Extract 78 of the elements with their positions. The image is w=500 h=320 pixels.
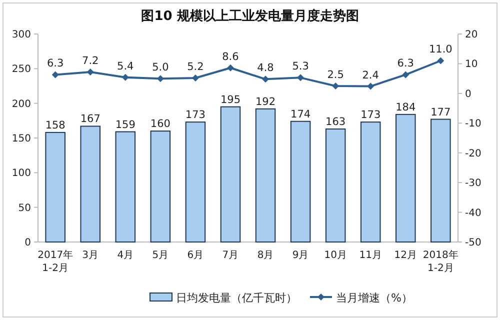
data-label: 5.0 <box>152 62 169 74</box>
y2-tick-label: 20 <box>465 30 478 40</box>
y2-tick-label: -20 <box>465 148 482 160</box>
y2-tick-label: -40 <box>465 208 482 219</box>
x-tick-label: 6月 <box>187 250 204 261</box>
x-tick-label: 2017年 1-2月 <box>38 249 74 274</box>
x-tick-label: 11月 <box>359 250 382 261</box>
x-tick-label: 12月 <box>394 250 417 261</box>
x-tick-label: 7月 <box>222 250 239 261</box>
y-tick-label: 200 <box>12 98 31 110</box>
point <box>156 75 164 82</box>
legend-label: 日均发电量（亿千瓦时） <box>176 291 297 304</box>
bar <box>185 122 206 242</box>
y2-tick-label: -10 <box>465 118 482 130</box>
data-label: 11.0 <box>428 44 452 56</box>
data-label: 2.5 <box>327 69 344 81</box>
point <box>192 74 199 82</box>
y2-tick-label: -30 <box>465 178 482 190</box>
bar <box>150 130 171 242</box>
data-label: 184 <box>396 101 416 114</box>
bar <box>45 132 66 242</box>
y2-tick-label: 10 <box>465 59 478 70</box>
point <box>402 71 410 78</box>
bar <box>430 118 451 242</box>
data-label: 5.4 <box>117 60 134 72</box>
x-tick-label: 3月 <box>82 250 99 261</box>
bar <box>220 106 241 242</box>
y-tick-label: 300 <box>12 30 31 40</box>
data-label: 8.6 <box>222 50 240 63</box>
data-label: 4.8 <box>257 62 274 74</box>
x-tick-label: 9月 <box>292 250 309 261</box>
data-label: 159 <box>115 118 136 131</box>
point <box>332 82 340 90</box>
point <box>52 71 59 78</box>
y-tick-label: 250 <box>12 64 31 76</box>
point <box>297 74 304 82</box>
y-tick-label: 100 <box>12 168 31 180</box>
bar <box>80 126 100 242</box>
data-label: 167 <box>80 113 100 126</box>
x-tick-label: 4月 <box>117 250 134 261</box>
data-label: 163 <box>326 116 346 128</box>
y2-tick-label: -50 <box>465 238 482 248</box>
data-label: 6.3 <box>397 58 414 70</box>
x-tick-label: 5月 <box>152 250 169 261</box>
data-label: 160 <box>150 118 170 130</box>
y-tick-label: 50 <box>18 202 31 214</box>
point <box>437 57 444 64</box>
data-label: 192 <box>255 96 276 108</box>
data-label: 177 <box>430 106 451 118</box>
data-label: 7.2 <box>82 55 99 68</box>
bar <box>325 128 346 242</box>
data-label: 5.2 <box>187 60 204 73</box>
y2-tick-label: 0 <box>465 88 472 100</box>
bar <box>255 108 276 242</box>
point <box>262 76 270 83</box>
legend-label: 当月增速（%） <box>336 291 412 304</box>
data-label: 158 <box>45 119 66 132</box>
x-tick-label: 10月 <box>324 250 347 261</box>
x-tick-label: 8月 <box>257 250 274 261</box>
data-label: 195 <box>220 94 241 106</box>
data-label: 5.3 <box>292 60 309 73</box>
y-tick-label: 150 <box>12 134 31 144</box>
point <box>122 74 129 81</box>
data-label: 173 <box>360 109 381 122</box>
data-label: 174 <box>290 108 311 120</box>
x-tick-label: 2018年 1-2月 <box>422 249 458 274</box>
chart-title: 图10 规模以上工业发电量月度走势图 <box>141 8 359 24</box>
data-label: 173 <box>185 109 206 122</box>
bar <box>290 120 311 242</box>
data-label: 2.4 <box>362 69 380 82</box>
bar <box>396 114 416 242</box>
point <box>226 64 234 72</box>
bar <box>360 122 381 242</box>
point <box>367 82 374 90</box>
y-tick-label: 0 <box>24 238 31 248</box>
bar <box>115 131 136 242</box>
point <box>86 68 94 76</box>
data-label: 6.3 <box>46 58 64 70</box>
